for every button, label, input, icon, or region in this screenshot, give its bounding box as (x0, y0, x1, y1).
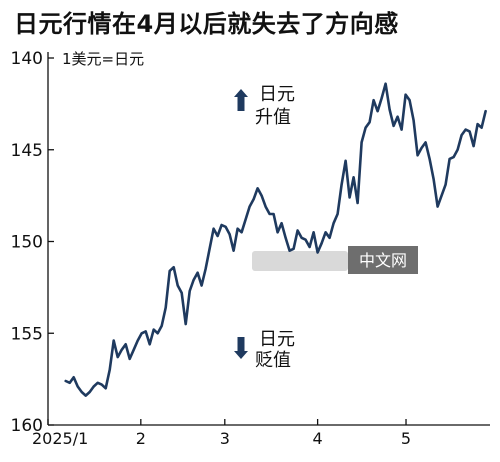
y-tick-label: 160 (11, 416, 43, 436)
annotation-depreciation: 日元 贬值 (234, 329, 295, 371)
watermark-logo (252, 251, 348, 271)
annotation-depreciation-line2: 贬值 (255, 350, 291, 371)
down-arrow-icon (234, 337, 248, 359)
x-tick-label: 2025/1 (32, 429, 88, 448)
y-tick-label: 145 (11, 141, 43, 161)
annotation-appreciation: 日元 升值 (234, 84, 295, 128)
x-axis: 2025/1 2 3 4 5 (32, 419, 490, 448)
unit-label: 1美元=日元 (62, 50, 144, 68)
watermark: 中文网 (252, 246, 418, 274)
y-tick-label: 155 (11, 324, 43, 344)
annotation-appreciation-line2: 升值 (255, 107, 291, 128)
y-axis: 140 145 150 155 160 (11, 49, 54, 436)
x-tick-label: 5 (401, 429, 411, 448)
x-tick-label: 2 (136, 429, 146, 448)
y-tick-label: 140 (11, 49, 43, 69)
series-line (64, 82, 487, 397)
annotation-depreciation-line1: 日元 (259, 329, 295, 350)
watermark-text: 中文网 (359, 251, 407, 270)
y-tick-label: 150 (11, 233, 43, 253)
x-tick-label: 4 (313, 429, 323, 448)
up-arrow-icon (234, 89, 248, 111)
x-tick-label: 3 (220, 429, 230, 448)
chart-title: 日元行情在4月以后就失去了方向感 (14, 10, 399, 38)
watermark-badge (348, 246, 418, 274)
annotation-appreciation-line1: 日元 (259, 84, 295, 105)
